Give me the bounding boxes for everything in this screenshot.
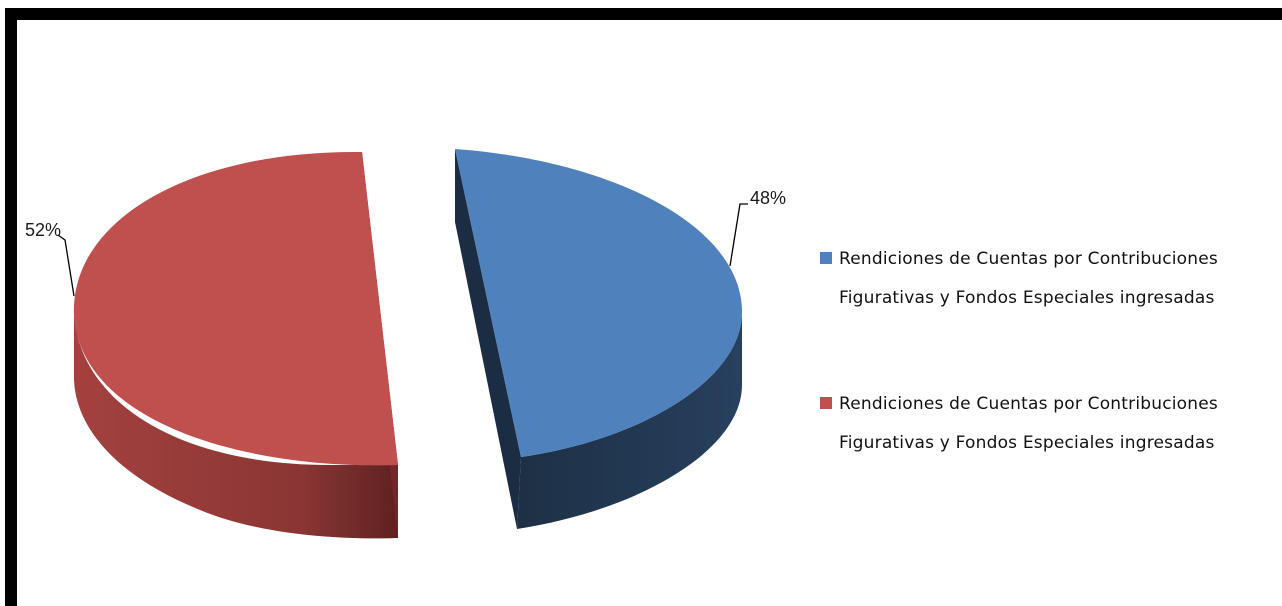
pie-slice-red-side bbox=[74, 312, 398, 539]
legend-item-red: Rendiciones de Cuentas por Contribucione… bbox=[820, 394, 1218, 453]
legend-item-blue: Rendiciones de Cuentas por Contribucione… bbox=[820, 249, 1218, 308]
pie-slice-blue bbox=[455, 149, 742, 529]
legend-label-red-line2: Figurativas y Fondos Especiales ingresad… bbox=[839, 433, 1215, 453]
data-label-red: 52% bbox=[25, 220, 61, 240]
legend: Rendiciones de Cuentas por Contribucione… bbox=[820, 249, 1218, 453]
legend-label-red-line1: Rendiciones de Cuentas por Contribucione… bbox=[839, 394, 1218, 414]
pie-slice-blue-inner-face bbox=[455, 149, 521, 529]
leader-line-48 bbox=[729, 203, 748, 267]
leader-line-52 bbox=[57, 234, 75, 297]
data-label-blue: 48% bbox=[750, 188, 786, 208]
pie-slice-blue-top bbox=[455, 149, 742, 457]
pie-slice-red-top bbox=[73, 151, 398, 466]
legend-label-blue-line2: Figurativas y Fondos Especiales ingresad… bbox=[839, 288, 1215, 308]
legend-swatch-blue bbox=[820, 252, 832, 264]
legend-label-blue-line1: Rendiciones de Cuentas por Contribucione… bbox=[839, 249, 1218, 269]
pie-slice-red bbox=[73, 151, 398, 539]
legend-swatch-red bbox=[820, 397, 832, 409]
pie-slice-blue-side bbox=[517, 312, 742, 529]
